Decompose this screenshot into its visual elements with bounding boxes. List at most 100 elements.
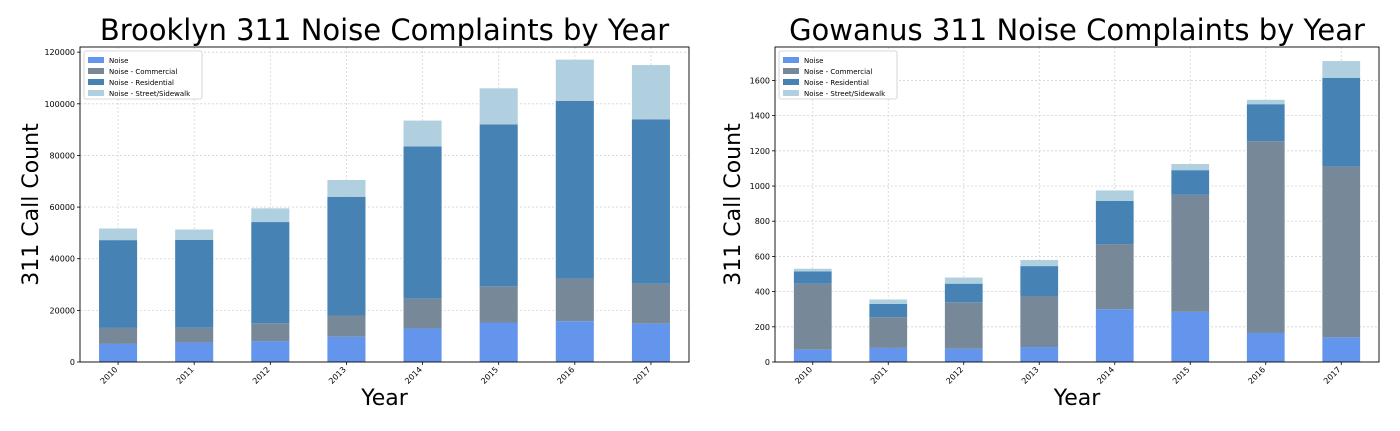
x-tick-label: 2011: [175, 365, 196, 386]
legend-swatch: [783, 79, 799, 85]
bar-segment: [1095, 190, 1134, 201]
bar-segment: [1322, 166, 1361, 338]
bar-segment: [175, 229, 214, 240]
bar-segment: [631, 65, 670, 120]
x-tick-label: 2016: [1246, 365, 1267, 386]
bar-segment: [1322, 77, 1361, 167]
x-tick-label: 2015: [479, 365, 500, 386]
bar-segment: [944, 277, 983, 284]
y-tick-label: 1400: [750, 112, 770, 121]
bar-segment: [175, 239, 214, 328]
y-tick-label: 80000: [50, 151, 75, 160]
x-tick-label: 2012: [944, 365, 965, 386]
plot-area: [774, 46, 1380, 363]
x-tick-label: 2012: [251, 365, 272, 386]
bar-segment: [479, 286, 518, 323]
y-tick-label: 100000: [44, 100, 75, 109]
bar-segment: [944, 348, 983, 362]
bar-segment: [251, 341, 290, 362]
bar-segment: [99, 228, 138, 241]
x-tick-label: 2014: [1095, 365, 1116, 386]
bar-segment: [403, 146, 442, 299]
x-tick-label: 2013: [1020, 365, 1041, 386]
x-axis-label: Year: [1053, 386, 1102, 411]
bar-segment: [1171, 170, 1210, 195]
bar-segment: [555, 59, 594, 101]
bar-segment: [944, 283, 983, 303]
legend: [778, 50, 898, 100]
y-tick-label: 60000: [50, 203, 75, 212]
bar-segment: [1171, 311, 1210, 362]
y-tick-label: 20000: [50, 306, 75, 315]
bar-segment: [175, 342, 214, 362]
bar-segment: [1095, 309, 1134, 362]
bar-segment: [327, 196, 366, 316]
y-tick-label: 1600: [750, 76, 770, 85]
legend-label: Noise - Street/Sidewalk: [109, 90, 191, 98]
bar-segment: [555, 100, 594, 279]
bar-segment: [793, 349, 832, 362]
x-tick-label: 2017: [1322, 365, 1343, 386]
bar-segment: [793, 268, 832, 272]
bar-segment: [793, 271, 832, 284]
bar-segment: [869, 347, 908, 362]
bar-segment: [869, 303, 908, 318]
legend: [83, 50, 203, 100]
bar-segment: [631, 283, 670, 324]
legend-swatch: [88, 79, 104, 85]
bar-segment: [631, 323, 670, 362]
y-tick-label: 200: [755, 323, 770, 332]
bar-segment: [1020, 259, 1059, 267]
bar-segment: [869, 299, 908, 304]
bar-segment: [251, 208, 290, 223]
bar-segment: [327, 179, 366, 197]
y-tick-label: 1200: [750, 147, 770, 156]
x-axis-label: Year: [360, 386, 409, 411]
bar-segment: [99, 240, 138, 328]
chart-svg: Gowanus 311 Noise Complaints by Year 0 200…: [721, 13, 1380, 411]
bar-segment: [555, 278, 594, 322]
x-tick-label: 2015: [1171, 365, 1192, 386]
bar-segment: [403, 120, 442, 147]
y-axis-label: 311 Call Count: [19, 123, 44, 286]
legend-label: Noise: [804, 57, 823, 65]
bar-segment: [1171, 194, 1210, 312]
bar-segment: [327, 315, 366, 337]
bar-segment: [1246, 104, 1285, 142]
gowanus-chart: Gowanus 311 Noise Complaints by Year 0 200…: [700, 0, 1400, 431]
bar-segment: [327, 336, 366, 362]
legend-label: Noise - Commercial: [109, 68, 177, 76]
y-tick-label: 1000: [750, 182, 770, 191]
y-tick-label: 400: [755, 288, 770, 297]
bar-segment: [99, 343, 138, 362]
y-tick-label: 40000: [50, 255, 75, 264]
bar-segment: [479, 124, 518, 287]
y-tick-label: 120000: [44, 48, 75, 57]
y-tick-label: 0: [70, 358, 75, 367]
y-axis-label: 311 Call Count: [721, 123, 746, 286]
legend-label: Noise - Street/Sidewalk: [804, 90, 886, 98]
bar-segment: [1020, 266, 1059, 297]
bar-segment: [175, 327, 214, 343]
bar-segment: [1322, 61, 1361, 78]
x-tick-label: 2014: [403, 365, 424, 386]
bar-segment: [1020, 347, 1059, 362]
bar-segment: [479, 88, 518, 125]
legend-swatch: [783, 90, 799, 96]
bar-segment: [1246, 141, 1285, 333]
bar-segment: [1020, 296, 1059, 348]
y-tick-label: 0: [765, 358, 770, 367]
legend-label: Noise - Residential: [804, 79, 869, 87]
bar-segment: [793, 283, 832, 350]
x-tick-label: 2010: [99, 365, 120, 386]
bar-segment: [1095, 244, 1134, 310]
legend-swatch: [88, 57, 104, 63]
x-tick-label: 2016: [555, 365, 576, 386]
x-tick-label: 2013: [327, 365, 348, 386]
brooklyn-chart: Brooklyn 311 Noise Complaints by Year 0 20…: [19, 13, 690, 411]
legend-swatch: [783, 57, 799, 63]
legend-label: Noise - Residential: [109, 79, 174, 87]
legend-label: Noise - Commercial: [804, 68, 872, 76]
legend-swatch: [783, 68, 799, 74]
bar-segment: [403, 298, 442, 329]
